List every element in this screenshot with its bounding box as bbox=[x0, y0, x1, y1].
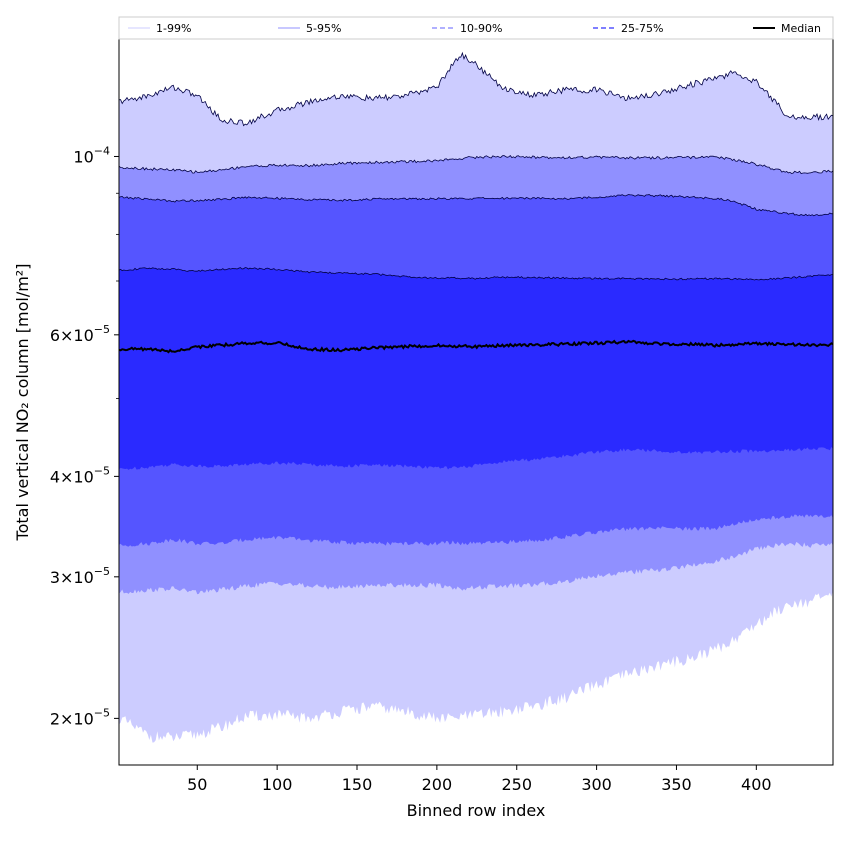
x-tick-label: 150 bbox=[342, 775, 373, 794]
x-tick-label: 250 bbox=[501, 775, 532, 794]
y-tick-label: 4×10−5 bbox=[50, 464, 110, 486]
x-tick-label: 350 bbox=[661, 775, 692, 794]
legend-box bbox=[118, 16, 834, 40]
band-upper-edge-5-95pct bbox=[119, 155, 833, 174]
band-upper-edge-10-90pct bbox=[119, 194, 833, 217]
y-tick-label: 2×10−5 bbox=[50, 706, 110, 728]
x-tick-label: 100 bbox=[262, 775, 293, 794]
legend-entry-label: 25-75% bbox=[621, 22, 663, 35]
x-axis-label: Binned row index bbox=[407, 801, 546, 820]
x-tick-label: 50 bbox=[187, 775, 207, 794]
legend-entry-label: Median bbox=[781, 22, 821, 35]
y-tick-label: 3×10−5 bbox=[50, 565, 110, 587]
band-25-75pct bbox=[119, 267, 833, 470]
x-tick-label: 300 bbox=[581, 775, 612, 794]
band-upper-edge-1-99pct bbox=[119, 51, 833, 127]
y-axis-label: Total vertical NO₂ column [mol/m²] bbox=[13, 264, 32, 542]
x-tick-label: 200 bbox=[422, 775, 453, 794]
y-tick-label: 10−4 bbox=[73, 144, 110, 166]
x-tick-label: 400 bbox=[741, 775, 772, 794]
y-tick-label: 6×10−5 bbox=[50, 323, 110, 345]
legend: 1-99% 5-95% 10-90% 25-75% Median bbox=[118, 16, 834, 40]
bands-group bbox=[119, 51, 833, 743]
axes-ticks: 50 100 150 200 250 300 350 400 2×10−5 3×10−5 4×10−… bbox=[50, 144, 772, 794]
median-line bbox=[119, 339, 833, 354]
legend-entry-label: 1-99% bbox=[156, 22, 191, 35]
legend-entry-label: 10-90% bbox=[460, 22, 502, 35]
legend-entry-label: 5-95% bbox=[306, 22, 341, 35]
band-upper-edge-25-75pct bbox=[119, 267, 833, 281]
